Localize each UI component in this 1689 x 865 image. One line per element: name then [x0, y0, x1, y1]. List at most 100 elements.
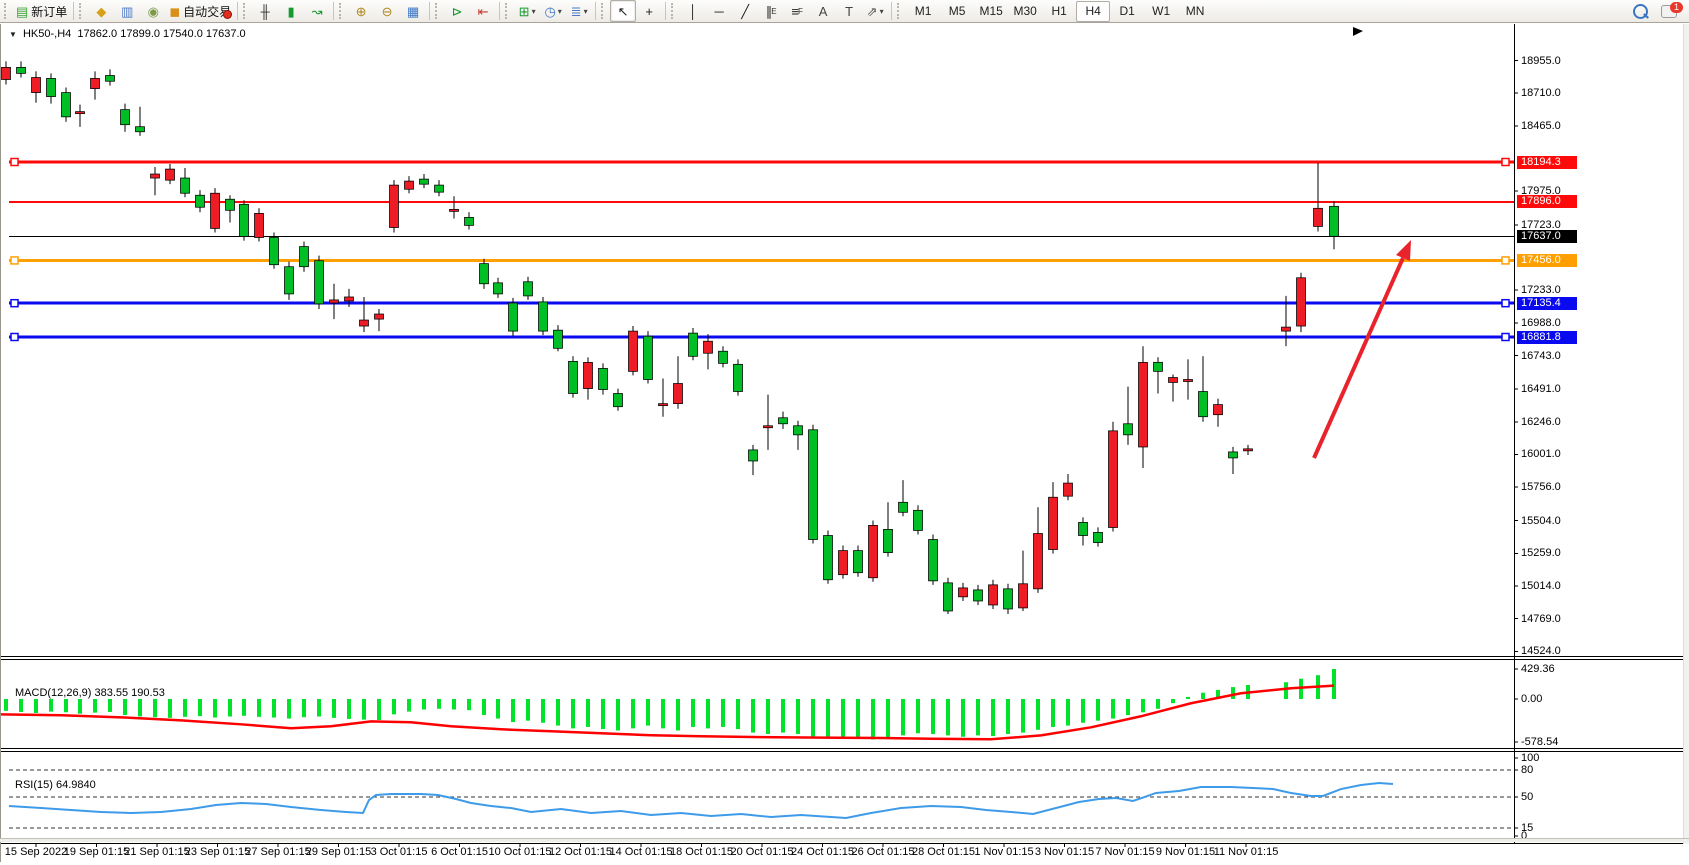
candle-body	[1018, 583, 1028, 609]
time-axis-label[interactable]: 7 Nov 01:15	[1095, 846, 1155, 858]
time-axis-label[interactable]: 21 Sep 01:15	[124, 846, 190, 858]
signal-button[interactable]: ◉	[140, 0, 166, 22]
hline-handle[interactable]	[1501, 256, 1510, 265]
tile-windows-button[interactable]: ▦	[400, 0, 426, 22]
trendline-button[interactable]: ╱	[732, 0, 758, 22]
gold-button[interactable]: ◆	[88, 0, 114, 22]
periods-button[interactable]: ◷ ▾	[540, 0, 566, 22]
rsi-axis-label: 0	[1521, 830, 1528, 842]
hline-handle[interactable]	[1501, 157, 1510, 167]
trend-arrow-head[interactable]	[1396, 240, 1411, 261]
pane-separator-main-macd[interactable]	[1, 656, 1689, 657]
toolbar-grip	[79, 3, 86, 19]
price-axis-label: 15259.0	[1521, 547, 1561, 560]
candle-body	[823, 535, 833, 581]
timeframe-h1[interactable]: H1	[1051, 4, 1067, 18]
candle-body	[269, 237, 279, 266]
time-axis-label[interactable]: 20 Oct 01:15	[730, 846, 794, 858]
chevron-down-icon: ▾	[557, 6, 562, 16]
trend-arrow-shaft[interactable]	[1312, 257, 1405, 459]
price-axis-label: 14524.0	[1521, 645, 1561, 658]
toolbar-separator	[499, 2, 501, 20]
time-axis-label[interactable]: 29 Sep 01:15	[305, 846, 372, 858]
market-depth-button[interactable]: ▥	[114, 0, 140, 22]
timeframe-w1[interactable]: W1	[1152, 4, 1171, 18]
toolbar-grip	[4, 3, 11, 19]
timeframe-m15[interactable]: M15	[979, 4, 1003, 18]
shapes-button[interactable]: ⇗ ▾	[862, 0, 888, 22]
time-axis-label[interactable]: 11 Nov 01:15	[1213, 846, 1279, 858]
candle-body	[1213, 404, 1223, 416]
hline-handle[interactable]	[10, 256, 19, 265]
hline-handle[interactable]	[1501, 298, 1510, 308]
time-axis-label[interactable]: 24 Oct 01:15	[791, 846, 854, 858]
pane-separator-macd-rsi[interactable]	[1, 748, 1689, 749]
hline-handle[interactable]	[10, 298, 19, 308]
chart-profile-button[interactable]: ≣ ▾	[566, 0, 592, 22]
time-axis-label[interactable]: 15 Sep 2022	[4, 846, 68, 858]
new-order-button[interactable]: ▤ 新订单	[13, 0, 70, 22]
time-axis-label[interactable]: 1 Nov 01:15	[974, 846, 1034, 858]
price-axis-label: 15014.0	[1521, 580, 1561, 593]
zoom-in-button[interactable]: ⊕	[348, 0, 374, 22]
timeframe-h4[interactable]: H4	[1076, 0, 1111, 22]
timeframe-m30[interactable]: M30	[1013, 4, 1037, 18]
autotrading-button[interactable]: ◼ 自动交易	[166, 0, 234, 22]
time-axis-label[interactable]: 3 Oct 01:15	[370, 846, 428, 858]
candle-body	[1329, 205, 1339, 237]
cursor-button[interactable]: ↖	[610, 0, 637, 22]
hline-handle[interactable]	[10, 157, 19, 167]
chart-shift-button[interactable]: ⇤	[470, 0, 496, 22]
price-axis-border	[1514, 24, 1515, 844]
time-axis-label[interactable]: 6 Oct 01:15	[431, 846, 488, 858]
bar-chart-button[interactable]: ╫	[252, 0, 278, 22]
line-chart-button[interactable]: ↝	[304, 0, 330, 22]
timeframe-mn[interactable]: MN	[1185, 4, 1205, 18]
candle-body	[105, 75, 115, 82]
time-axis-label[interactable]: 28 Oct 01:15	[912, 846, 975, 858]
time-axis-label[interactable]: 27 Sep 01:15	[245, 846, 311, 858]
hline-handle[interactable]	[1501, 332, 1510, 342]
crosshair-button[interactable]: +	[636, 0, 662, 22]
candle-body	[374, 313, 384, 320]
collapse-triangle-icon[interactable]: ▼	[9, 30, 17, 39]
horizontal-line-button[interactable]: ─	[706, 0, 732, 22]
channel-button[interactable]: ∥ E	[758, 0, 784, 22]
vertical-line-button[interactable]: │	[680, 0, 706, 22]
time-axis-label[interactable]: 19 Sep 01:15	[63, 846, 130, 858]
auto-scroll-button[interactable]: ⊳	[444, 0, 470, 22]
chart-plot[interactable]	[1, 24, 1689, 865]
time-axis-label[interactable]: 9 Nov 01:15	[1155, 846, 1216, 858]
candle-body	[913, 509, 923, 531]
autotrading-icon: ◼	[169, 3, 181, 19]
hline-handle[interactable]	[10, 332, 19, 342]
candle-body	[254, 212, 264, 238]
fibonacci-button[interactable]: ≡ F	[784, 0, 810, 22]
text-button[interactable]: A	[810, 0, 836, 22]
chart-symbol-period: HK50-,H4	[22, 28, 72, 40]
timeframe-d1[interactable]: D1	[1119, 4, 1135, 18]
time-axis-label[interactable]: 18 Oct 01:15	[670, 846, 733, 858]
chat-icon[interactable]: 1	[1661, 1, 1683, 18]
candle-body	[988, 584, 998, 606]
new-chart-button[interactable]: ⊞ ▾	[514, 0, 540, 22]
zoom-out-button[interactable]: ⊖	[374, 0, 400, 22]
time-axis-label[interactable]: 3 Nov 01:15	[1034, 846, 1095, 858]
time-axis-label[interactable]: 10 Oct 01:15	[488, 846, 552, 858]
text-label-button[interactable]: T	[836, 0, 862, 22]
timeframe-m1[interactable]: M1	[914, 4, 932, 18]
timeframe-m5[interactable]: M5	[948, 4, 966, 18]
candle-body	[673, 383, 683, 405]
new-order-icon: ▤	[16, 3, 29, 19]
search-button[interactable]	[1627, 0, 1653, 22]
candle-body	[898, 501, 908, 513]
toolbar-grip	[435, 3, 442, 19]
candle-body	[508, 302, 518, 332]
time-axis-label[interactable]: 23 Sep 01:15	[184, 846, 251, 858]
time-axis-label[interactable]: 26 Oct 01:15	[851, 846, 915, 858]
candle-body	[853, 550, 863, 574]
time-axis-label[interactable]: 14 Oct 01:15	[609, 846, 673, 858]
chart-window: ▼ HK50-,H4 17862.0 17899.0 17540.0 17637…	[0, 24, 1689, 862]
candlestick-button[interactable]: ▮	[278, 0, 304, 22]
time-axis-label[interactable]: 12 Oct 01:15	[549, 846, 612, 858]
